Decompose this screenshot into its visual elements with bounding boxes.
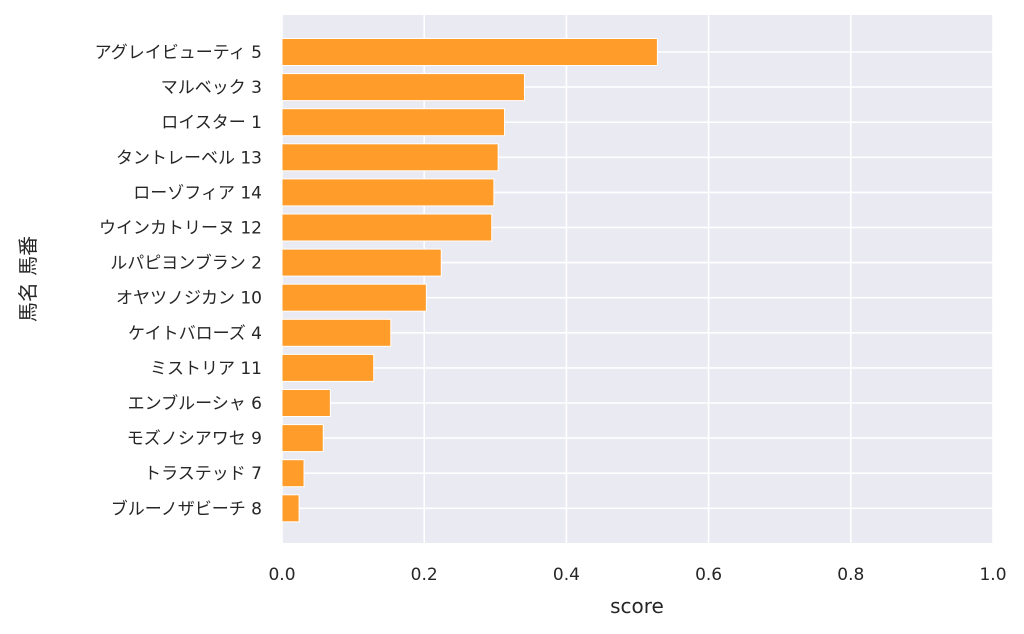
category-label: ウインカトリーヌ 12	[99, 219, 262, 239]
bar	[281, 143, 499, 172]
bar	[281, 38, 658, 66]
bar	[281, 459, 305, 488]
category-label: トラステッド 7	[144, 464, 262, 484]
x-tick-label: 0.4	[553, 565, 580, 585]
category-label: タントレーベル 13	[116, 148, 262, 168]
bar	[281, 389, 331, 417]
bar	[281, 353, 375, 382]
y-axis-title: 馬名 馬番	[16, 236, 40, 322]
bar	[281, 283, 427, 312]
bar	[281, 73, 525, 102]
category-label: マルベック 3	[161, 78, 262, 98]
bar	[281, 318, 392, 347]
bar	[281, 424, 324, 453]
category-label: モズノシアワセ 9	[127, 429, 262, 449]
bar	[281, 494, 300, 523]
category-label: ローゾフィア 14	[133, 183, 262, 203]
x-tick-label: 0.2	[411, 565, 438, 585]
x-tick-label: 0.8	[837, 565, 864, 585]
category-label: ブルーノザビーチ 8	[111, 498, 262, 519]
x-tick-label: 1.0	[979, 565, 1006, 585]
bar	[281, 108, 506, 137]
x-tick-label: 0.6	[695, 565, 722, 585]
bar	[281, 213, 493, 242]
bar	[281, 248, 442, 277]
x-tick-labels: 0.0 0.2 0.4 0.6 0.8 1.0	[268, 565, 1006, 585]
category-label: ロイスター 1	[161, 113, 262, 133]
x-axis-title: score	[610, 594, 664, 618]
category-label: ルパピヨンブラン 2	[110, 253, 262, 274]
category-label: アグレイビューティ 5	[95, 43, 262, 63]
plot-background	[282, 15, 993, 543]
category-label: オヤツノジカン 10	[116, 289, 262, 309]
category-label: エンブルーシャ 6	[128, 393, 262, 414]
x-tick-label: 0.0	[268, 565, 295, 585]
category-label: ケイトバローズ 4	[128, 324, 262, 344]
bars	[281, 38, 658, 523]
bar	[281, 178, 495, 207]
category-labels: アグレイビューティ 5 マルベック 3 ロイスター 1 タントレーベル 13 ローゾフィ…	[95, 43, 262, 519]
category-label: ミストリア 11	[150, 359, 262, 379]
